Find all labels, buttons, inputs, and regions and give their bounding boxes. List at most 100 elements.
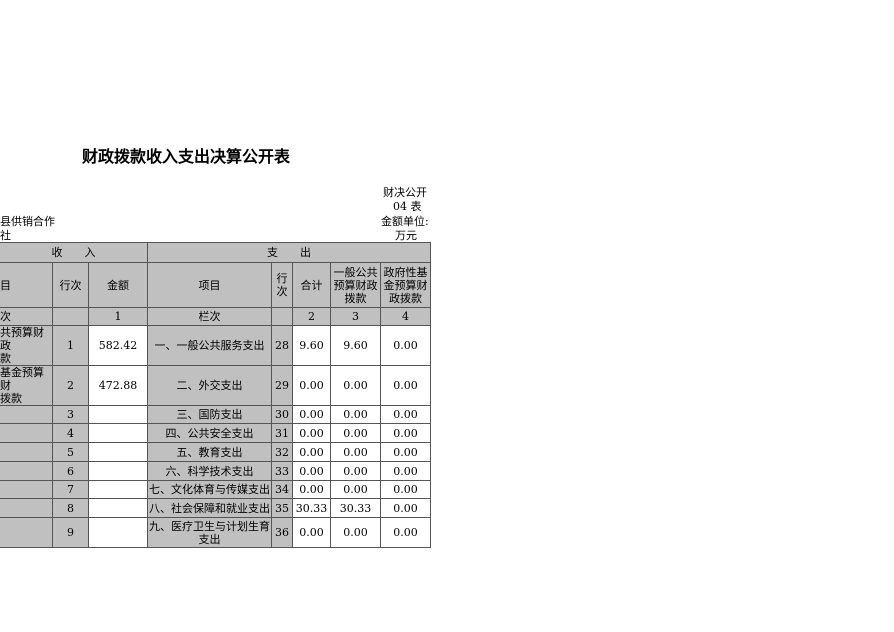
income-row-no: 3 (52, 405, 89, 424)
fund-value: 0.00 (380, 405, 431, 424)
total-value: 0.00 (292, 442, 331, 462)
expense-row-no: 35 (271, 498, 293, 518)
income-row-no: 2 (52, 365, 89, 406)
expense-item: 二、外交支出 (147, 365, 272, 406)
general-value: 0.00 (330, 480, 381, 499)
general-value: 0.00 (330, 517, 381, 548)
income-amount-header: 金额 (88, 262, 148, 308)
income-item (0, 461, 53, 481)
income-row-no-header: 行次 (52, 262, 89, 308)
total-value: 9.60 (292, 325, 331, 366)
income-row-no: 1 (52, 325, 89, 366)
table-row: 3 三、国防支出 30 0.00 0.00 0.00 (0, 405, 431, 424)
col-1: 1 (88, 307, 148, 326)
income-item (0, 498, 53, 518)
total-value: 0.00 (292, 365, 331, 406)
form-code-2: 04 表 (393, 200, 422, 213)
table-row: 4 四、公共安全支出 31 0.00 0.00 0.00 (0, 423, 431, 443)
blank (271, 307, 293, 326)
fund-value: 0.00 (380, 325, 431, 366)
total-value: 0.00 (292, 517, 331, 548)
general-value: 0.00 (330, 365, 381, 406)
fund-value: 0.00 (380, 480, 431, 499)
expense-item: 九、医疗卫生与计划生育 支出 (147, 517, 272, 548)
expense-row-no-header: 行 次 (271, 262, 293, 308)
fund-value: 0.00 (380, 365, 431, 406)
fund-value: 0.00 (380, 461, 431, 481)
table-row: 6 六、科学技术支出 33 0.00 0.00 0.00 (0, 461, 431, 481)
col-label: 次 (0, 307, 53, 326)
unit: 万元 (395, 229, 417, 242)
income-row-no: 7 (52, 480, 89, 499)
income-amount (88, 480, 148, 499)
expense-header: 支 出 (147, 242, 431, 263)
table-row: 8 八、社会保障和就业支出 35 30.33 30.33 0.00 (0, 498, 431, 518)
general-value: 0.00 (330, 442, 381, 462)
income-amount (88, 498, 148, 518)
income-item: 共预算财政 款 (0, 325, 53, 366)
expense-row-no: 29 (271, 365, 293, 406)
expense-row-no: 34 (271, 480, 293, 499)
expense-item-header: 项目 (147, 262, 272, 308)
income-item (0, 423, 53, 443)
org-name-2: 社 (0, 229, 11, 242)
col-label-2: 栏次 (147, 307, 272, 326)
income-row-no: 8 (52, 498, 89, 518)
general-value: 0.00 (330, 423, 381, 443)
finance-table: 收 入 支 出 目 行次 金额 项目 行 次 合计 一般公共预算财政拨款 政府性… (0, 242, 431, 548)
income-item (0, 405, 53, 424)
table-row: 5 五、教育支出 32 0.00 0.00 0.00 (0, 442, 431, 462)
expense-row-no: 36 (271, 517, 293, 548)
col-3: 3 (330, 307, 381, 326)
expense-item: 四、公共安全支出 (147, 423, 272, 443)
expense-row-no: 30 (271, 405, 293, 424)
expense-item: 八、社会保障和就业支出 (147, 498, 272, 518)
col-4: 4 (380, 307, 431, 326)
page-title: 财政拨款收入支出决算公开表 (82, 147, 291, 166)
income-row-no: 5 (52, 442, 89, 462)
income-amount: 472.88 (88, 365, 148, 406)
income-row-no: 9 (52, 517, 89, 548)
fund-value: 0.00 (380, 442, 431, 462)
income-amount (88, 461, 148, 481)
income-amount (88, 405, 148, 424)
blank (52, 307, 89, 326)
income-item (0, 517, 53, 548)
unit-label: 金额单位: (381, 215, 429, 228)
fund-value: 0.00 (380, 517, 431, 548)
expense-row-no: 33 (271, 461, 293, 481)
general-value: 0.00 (330, 461, 381, 481)
table-row: 基金预算财 拨款 2 472.88 二、外交支出 29 0.00 0.00 0.00 (0, 365, 431, 406)
total-header: 合计 (292, 262, 331, 308)
total-value: 0.00 (292, 461, 331, 481)
col-2: 2 (292, 307, 331, 326)
income-item (0, 442, 53, 462)
org-name: 县供销合作 (0, 215, 55, 228)
income-amount (88, 423, 148, 443)
table-row: 7 七、文化体育与传媒支出 34 0.00 0.00 0.00 (0, 480, 431, 499)
income-amount: 582.42 (88, 325, 148, 366)
fund-value: 0.00 (380, 423, 431, 443)
income-row-no: 6 (52, 461, 89, 481)
income-item: 基金预算财 拨款 (0, 365, 53, 406)
form-code: 财决公开 (383, 186, 427, 199)
total-value: 0.00 (292, 423, 331, 443)
table-row: 共预算财政 款 1 582.42 一、一般公共服务支出 28 9.60 9.60 0.00 (0, 325, 431, 366)
general-value: 30.33 (330, 498, 381, 518)
income-header: 收 入 (0, 242, 148, 263)
expense-item: 五、教育支出 (147, 442, 272, 462)
general-value: 9.60 (330, 325, 381, 366)
fund-value: 0.00 (380, 498, 431, 518)
expense-item: 三、国防支出 (147, 405, 272, 424)
expense-row-no: 28 (271, 325, 293, 366)
income-amount (88, 517, 148, 548)
expense-item: 六、科学技术支出 (147, 461, 272, 481)
fund-budget-header: 政府性基金预算财政拨款 (380, 262, 431, 308)
total-value: 30.33 (292, 498, 331, 518)
table-row: 9 九、医疗卫生与计划生育 支出 36 0.00 0.00 0.00 (0, 517, 431, 548)
income-item-header: 目 (0, 262, 53, 308)
expense-row-no: 32 (271, 442, 293, 462)
general-value: 0.00 (330, 405, 381, 424)
general-budget-header: 一般公共预算财政拨款 (330, 262, 381, 308)
expense-item: 七、文化体育与传媒支出 (147, 480, 272, 499)
